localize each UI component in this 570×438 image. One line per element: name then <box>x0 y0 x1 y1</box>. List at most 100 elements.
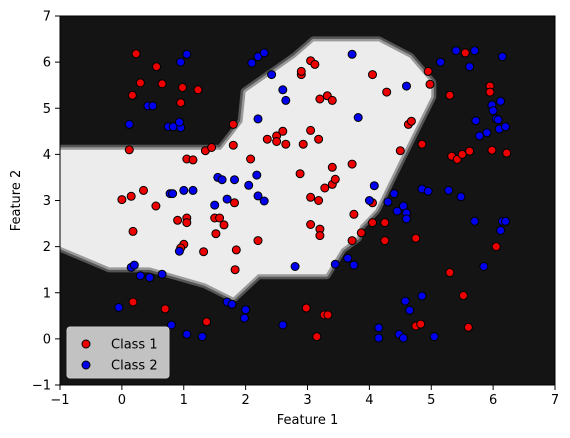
point-class-2 <box>374 323 384 333</box>
legend-label-class-2: Class 2 <box>111 359 158 374</box>
point-class-1 <box>272 137 282 146</box>
point-class-1 <box>315 94 325 104</box>
point-class-2 <box>470 216 480 226</box>
region-fill <box>60 41 432 298</box>
point-class-2 <box>493 115 503 125</box>
plot-area <box>59 15 556 386</box>
point-class-1 <box>312 332 322 342</box>
point-class-2 <box>174 117 184 127</box>
y-tick-label: 2 <box>43 240 51 255</box>
point-class-1 <box>230 198 239 208</box>
point-class-1 <box>347 159 357 169</box>
x-tick-label: 1 <box>180 393 188 408</box>
point-class-2 <box>188 185 198 195</box>
point-class-2 <box>488 106 498 116</box>
point-class-1 <box>215 213 225 223</box>
point-class-1 <box>131 49 141 59</box>
point-class-2 <box>436 57 445 67</box>
point-class-2 <box>343 253 353 263</box>
x-tick-label: 2 <box>241 393 249 408</box>
point-class-1 <box>425 79 435 89</box>
x-tick-label: −1 <box>50 393 69 408</box>
point-class-1 <box>330 174 340 184</box>
point-class-1 <box>178 83 187 92</box>
x-axis: −1 0 1 2 3 4 5 6 7 <box>50 385 559 408</box>
point-class-1 <box>296 66 306 76</box>
point-class-1 <box>253 236 263 246</box>
y-axis-label: Feature 2 <box>9 170 24 232</box>
point-class-2 <box>451 46 461 56</box>
point-class-2 <box>374 333 384 343</box>
point-class-1 <box>416 319 426 329</box>
point-class-2 <box>182 329 192 339</box>
point-class-2 <box>402 81 411 91</box>
point-class-2 <box>182 49 192 59</box>
y-tick-label: 5 <box>43 102 51 117</box>
point-class-1 <box>182 218 192 228</box>
data-points <box>114 46 512 343</box>
point-class-1 <box>139 185 148 195</box>
point-class-1 <box>463 322 473 332</box>
point-class-2 <box>465 62 475 72</box>
point-class-2 <box>217 175 227 185</box>
point-class-2 <box>166 320 176 330</box>
point-class-1 <box>176 98 186 108</box>
point-class-1 <box>380 236 390 246</box>
legend-marker-class-2 <box>81 360 91 370</box>
point-class-1 <box>160 304 170 314</box>
y-tick-label: 3 <box>43 194 51 209</box>
x-tick-label: 0 <box>118 393 126 408</box>
point-class-2 <box>174 246 184 256</box>
point-class-1 <box>347 236 357 246</box>
x-tick-label: 3 <box>303 393 311 408</box>
point-class-2 <box>179 185 189 195</box>
point-class-2 <box>330 259 340 269</box>
point-class-2 <box>227 299 237 309</box>
point-class-1 <box>278 126 288 136</box>
point-class-1 <box>460 48 470 58</box>
point-class-1 <box>306 192 316 202</box>
x-axis-label: Feature 1 <box>277 413 339 428</box>
point-class-2 <box>482 128 492 138</box>
y-tick-label: 1 <box>43 286 51 301</box>
point-class-1 <box>327 95 337 105</box>
y-tick-label: 7 <box>43 10 51 25</box>
y-axis: −1 0 1 2 3 4 5 6 7 <box>32 10 60 394</box>
y-tick-label: 6 <box>43 56 51 71</box>
point-class-2 <box>353 113 363 122</box>
legend-box <box>66 326 170 379</box>
point-class-2 <box>383 197 393 207</box>
point-class-1 <box>411 233 421 243</box>
y-tick-label: 0 <box>43 332 51 347</box>
point-class-1 <box>202 317 212 327</box>
point-class-1 <box>199 247 209 257</box>
point-class-1 <box>230 265 240 275</box>
point-class-2 <box>281 95 291 105</box>
point-class-1 <box>445 268 455 277</box>
point-class-2 <box>239 313 249 323</box>
point-class-2 <box>398 333 408 343</box>
point-class-2 <box>278 320 288 330</box>
y-tick-label: 4 <box>43 148 51 163</box>
point-class-1 <box>126 191 136 201</box>
point-class-2 <box>157 269 167 279</box>
point-class-1 <box>368 70 377 80</box>
point-class-1 <box>327 162 337 172</box>
point-class-2 <box>444 185 454 195</box>
y-tick-label: −1 <box>32 379 51 394</box>
point-class-1 <box>127 90 137 100</box>
point-class-2 <box>417 291 427 301</box>
point-class-1 <box>298 139 308 149</box>
point-class-2 <box>148 101 158 111</box>
point-class-1 <box>502 148 512 158</box>
point-class-1 <box>406 116 416 126</box>
point-class-2 <box>429 332 439 342</box>
point-class-1 <box>320 183 330 193</box>
point-class-1 <box>417 139 427 149</box>
point-class-1 <box>349 209 359 219</box>
point-class-1 <box>219 220 229 230</box>
x-tick-label: 6 <box>489 393 497 408</box>
point-class-1 <box>315 231 325 241</box>
point-class-1 <box>485 87 495 97</box>
